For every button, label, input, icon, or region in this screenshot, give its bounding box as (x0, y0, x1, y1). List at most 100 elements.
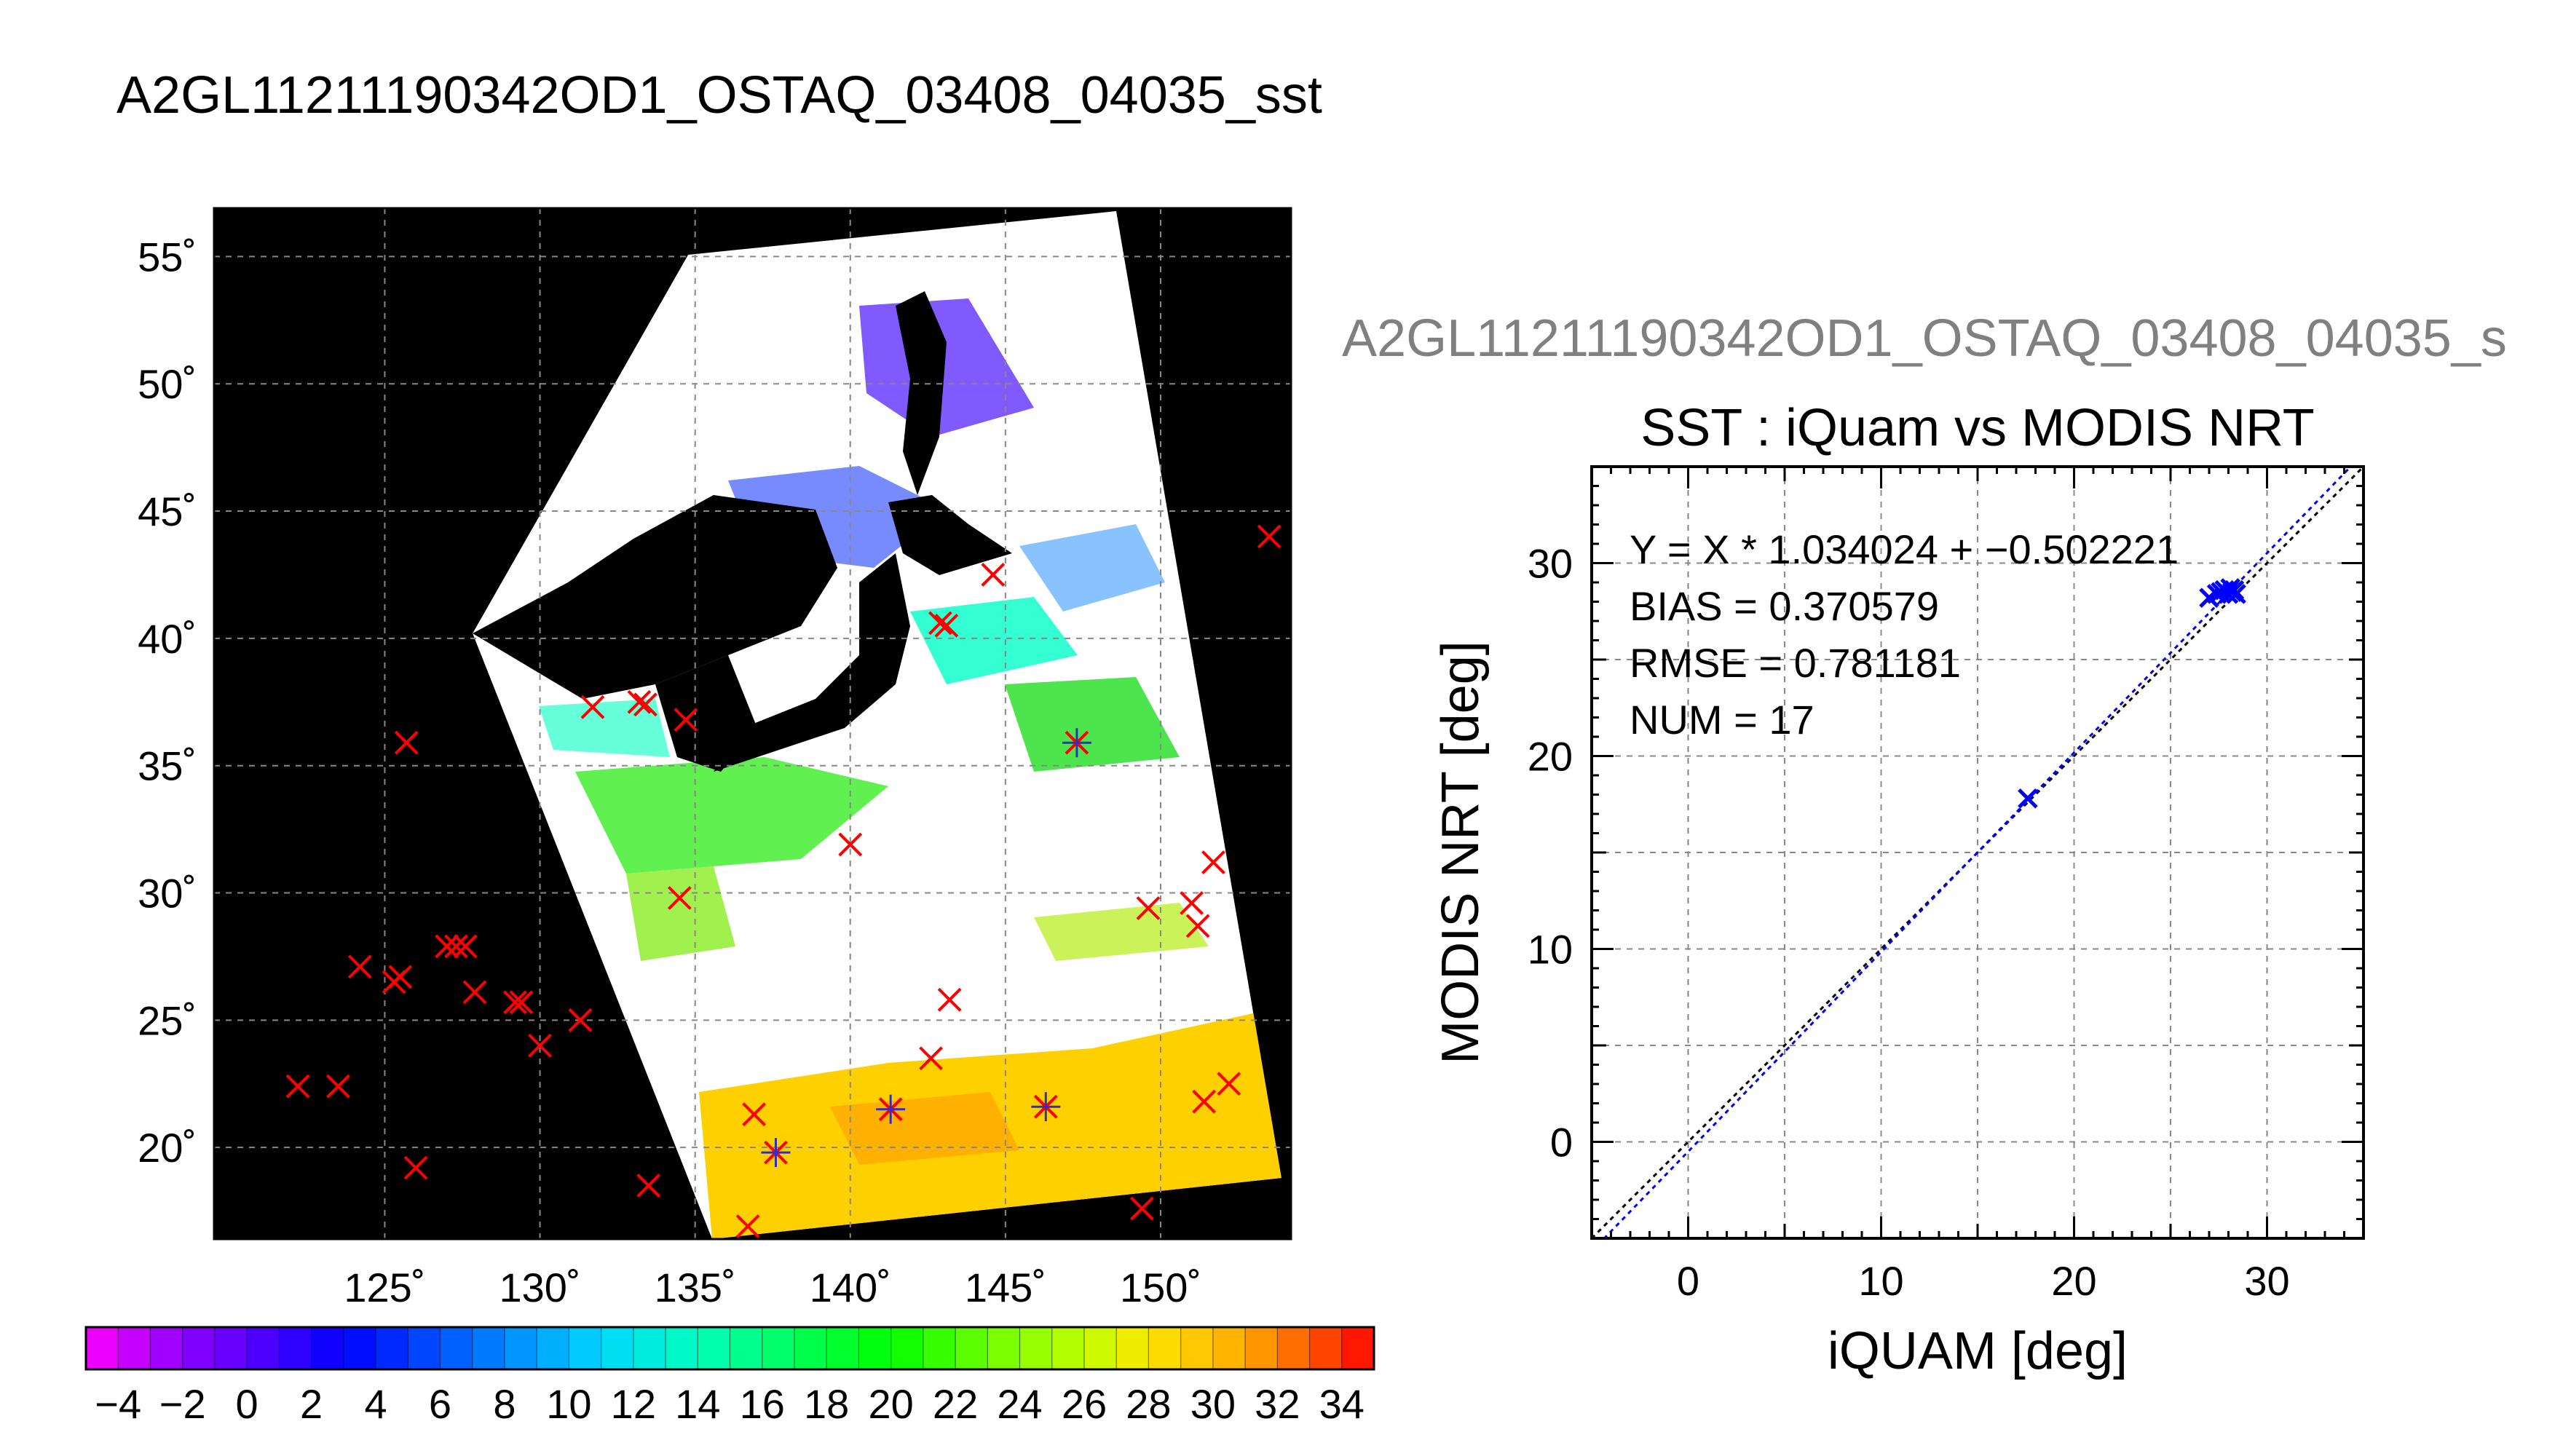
map-observation-marker (919, 1046, 943, 1071)
colorbar-cell (858, 1327, 892, 1369)
swath-band-green (1005, 677, 1180, 772)
colorbar-cell (1083, 1327, 1117, 1369)
page-title: A2GL11211190342OD1_OSTAQ_03408_04035_sst (117, 66, 1322, 124)
colorbar-tick-label: 28 (1126, 1381, 1171, 1427)
colorbar-cell (666, 1327, 698, 1369)
scatter-points (2018, 578, 2246, 809)
map-observation-marker (394, 730, 419, 755)
map-tick-labels: 125˚ 130˚ 135˚ 140˚ 145˚ 150˚ 20˚ 25˚ 30˚ 35˚ 40˚ 4… (138, 234, 1201, 1310)
stat-fit-equation: Y = X * 1.034024 + −0.502221 (1630, 526, 2179, 572)
colorbar-tick-label: 10 (546, 1381, 591, 1427)
map-observation-marker (435, 934, 459, 959)
colorbar-cell (247, 1327, 280, 1369)
colorbar-tick-label: 20 (868, 1381, 913, 1427)
map-observation-marker (403, 1155, 428, 1180)
colorbar-cell (440, 1327, 473, 1369)
map-lat-tick-label: 20˚ (138, 1125, 197, 1171)
colorbar-tick-labels: −4 −2 0 2 4 6 8 10 12 14 16 18 20 22 24 26 28 30 32 34 (95, 1381, 1365, 1427)
map-observation-marker (1192, 1089, 1217, 1114)
colorbar-cell (1212, 1327, 1246, 1369)
scatter-point (2018, 788, 2038, 809)
map-observation-marker (1180, 891, 1204, 915)
colorbar-tick-label: −2 (159, 1381, 206, 1427)
map-observation-marker (667, 886, 692, 910)
colorbar-cell (376, 1327, 408, 1369)
land-korea (655, 655, 757, 772)
map-offswath-left (214, 208, 712, 1239)
scatter-x-tick-label: 0 (1677, 1258, 1699, 1304)
colorbar-tick-label: 32 (1255, 1381, 1300, 1427)
colorbar-cell (987, 1327, 1021, 1369)
map-lat-tick-label: 55˚ (138, 234, 197, 280)
map-lat-tick-label: 40˚ (138, 616, 197, 662)
map-observation-marker (453, 934, 478, 959)
colorbar-tick-label: 14 (675, 1381, 720, 1427)
land-honshu (714, 553, 910, 772)
colorbar-cell (1148, 1327, 1182, 1369)
colorbar-cell (118, 1327, 151, 1369)
map-matched-marker (761, 1138, 791, 1168)
scatter-x-tick-label: 30 (2244, 1258, 2289, 1304)
map-observation-marker (388, 965, 413, 989)
map-observation-marker (1136, 896, 1161, 920)
colorbar-tick-label: 12 (611, 1381, 656, 1427)
map-matched-marker (876, 1094, 906, 1124)
land-sakhalin (896, 291, 947, 495)
scatter-y-tick-label: 0 (1550, 1120, 1573, 1166)
scatter-plot: SST : iQuam vs MODIS NRT 0 10 20 300102030 … (1431, 399, 2365, 1380)
scatter-filename: A2GL11211190342OD1_OSTAQ_03408_04035_s (1342, 309, 2507, 368)
colorbar-cell (279, 1327, 312, 1369)
map-observation-marker (934, 613, 959, 638)
y-axis-label: MODIS NRT [deg] (1431, 641, 1490, 1064)
colorbar-tick-label: 4 (364, 1381, 387, 1427)
colorbar-cell (762, 1327, 795, 1369)
map-offswath-right (1116, 208, 1291, 1239)
swath-band-green-2 (575, 757, 888, 874)
scatter-y-tick-label: 30 (1528, 541, 1573, 587)
scatter-y-tick-label: 10 (1528, 927, 1573, 973)
colorbar-frame (84, 1326, 1375, 1371)
scatter-title: SST : iQuam vs MODIS NRT (1640, 399, 2315, 457)
land-hokkaido (888, 495, 1012, 575)
map-observation-marker (674, 708, 698, 732)
colorbar-cell (955, 1327, 988, 1369)
colorbar-tick-label: 16 (740, 1381, 785, 1427)
map-observation-marker (503, 990, 527, 1015)
map-lat-tick-label: 25˚ (138, 997, 197, 1043)
map-lon-tick-label: 125˚ (344, 1265, 425, 1310)
colorbar-cell (1116, 1327, 1150, 1369)
colorbar-tick-label: 18 (804, 1381, 849, 1427)
scatter-x-tick-label: 10 (1858, 1258, 1903, 1304)
land-asia (473, 495, 837, 699)
colorbar-tick-label: 2 (300, 1381, 323, 1427)
map-grid (214, 208, 1291, 1239)
map-observation-marker (528, 1033, 552, 1058)
map-observation-marker (1129, 1196, 1154, 1221)
stat-bias: BIAS = 0.370579 (1630, 583, 1939, 629)
colorbar-cell (150, 1327, 183, 1369)
scatter-ticks (1590, 465, 2365, 1240)
map-observation-marker (1185, 914, 1210, 938)
colorbar-cell (1019, 1327, 1053, 1369)
map-observation-marker (285, 1074, 310, 1099)
colorbar-tick-label: 34 (1319, 1381, 1365, 1427)
scatter-grid (1592, 467, 2364, 1238)
colorbar-tick-label: 26 (1062, 1381, 1107, 1427)
map-observation-marker (326, 1074, 350, 1099)
colorbar-cell (1309, 1327, 1343, 1369)
scatter-point (2226, 584, 2246, 604)
colorbar-cell (182, 1327, 216, 1369)
map-observation-marker (568, 1008, 593, 1032)
colorbar-cell (633, 1327, 666, 1369)
colorbar-cell (826, 1327, 859, 1369)
colorbar-tick-label: 24 (997, 1381, 1042, 1427)
map-observation-marker (444, 934, 468, 959)
colorbar-cell (472, 1327, 505, 1369)
stat-rmse: RMSE = 0.781181 (1630, 640, 1961, 686)
map-observation-marker (742, 1102, 767, 1127)
map-lat-tick-label: 45˚ (138, 488, 197, 534)
map-lat-tick-label: 30˚ (138, 871, 197, 917)
x-axis-label: iQUAM [deg] (1828, 1322, 2128, 1380)
map-observation-marker (636, 1174, 661, 1198)
